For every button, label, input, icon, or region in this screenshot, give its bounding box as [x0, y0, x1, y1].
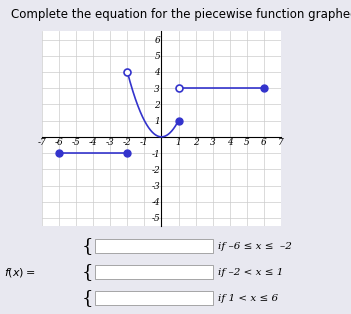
Text: Complete the equation for the piecewise function graphed below.: Complete the equation for the piecewise …	[11, 8, 351, 21]
Text: if –2 < x ≤ 1: if –2 < x ≤ 1	[218, 268, 283, 277]
FancyBboxPatch shape	[95, 239, 213, 253]
FancyBboxPatch shape	[95, 265, 213, 279]
Text: if 1 < x ≤ 6: if 1 < x ≤ 6	[218, 294, 278, 303]
Text: {: {	[82, 263, 93, 281]
Text: {: {	[82, 237, 93, 255]
FancyBboxPatch shape	[95, 291, 213, 305]
Text: if –6 ≤ x ≤  –2: if –6 ≤ x ≤ –2	[218, 242, 292, 251]
Text: {: {	[82, 289, 93, 307]
Text: $f(x)=$: $f(x)=$	[4, 266, 35, 279]
